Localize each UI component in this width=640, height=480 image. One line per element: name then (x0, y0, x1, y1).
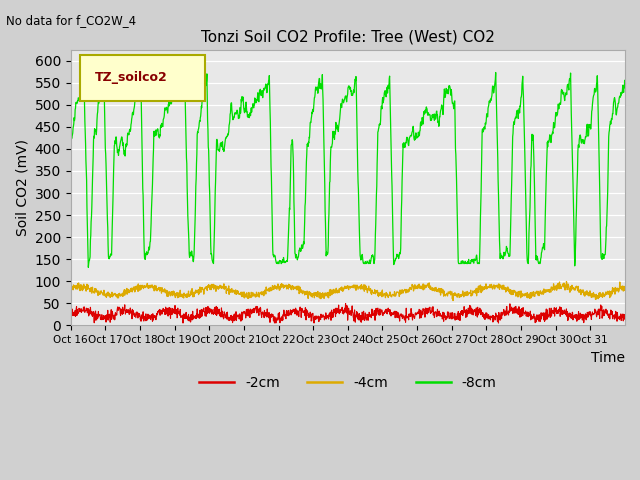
-2cm (449, 314, 457, 320)
Legend: -2cm, -4cm, -8cm: -2cm, -4cm, -8cm (193, 371, 502, 396)
-8cm (77, 82, 85, 88)
-2cm (351, 313, 359, 319)
-4cm (449, 292, 456, 298)
-2cm (166, 310, 173, 315)
Text: No data for f_CO2W_4: No data for f_CO2W_4 (6, 14, 136, 27)
-2cm (621, 312, 629, 318)
-4cm (449, 298, 457, 303)
-8cm (492, 70, 500, 75)
-8cm (586, 122, 594, 128)
-8cm (449, 100, 457, 106)
X-axis label: Time: Time (591, 350, 625, 364)
-2cm (77, 306, 85, 312)
Title: Tonzi Soil CO2 Profile: Tree (West) CO2: Tonzi Soil CO2 Profile: Tree (West) CO2 (201, 29, 495, 44)
Line: -2cm: -2cm (70, 303, 625, 323)
-4cm (621, 284, 629, 289)
Line: -8cm: -8cm (70, 72, 625, 267)
-8cm (84, 264, 92, 270)
-8cm (166, 101, 174, 107)
-8cm (351, 82, 358, 88)
-2cm (586, 309, 594, 314)
Text: TZ_soilco2: TZ_soilco2 (95, 71, 168, 84)
Line: -4cm: -4cm (70, 281, 625, 300)
-4cm (317, 292, 325, 298)
-2cm (67, 310, 74, 316)
-2cm (342, 300, 349, 306)
-4cm (77, 285, 85, 291)
-2cm (318, 314, 326, 320)
-4cm (586, 288, 594, 294)
-2cm (179, 320, 187, 326)
-8cm (318, 82, 326, 88)
Y-axis label: Soil CO2 (mV): Soil CO2 (mV) (15, 139, 29, 236)
-4cm (351, 282, 358, 288)
-8cm (67, 141, 74, 146)
-4cm (67, 281, 74, 287)
-4cm (563, 278, 570, 284)
-4cm (166, 289, 173, 295)
-8cm (621, 80, 629, 86)
